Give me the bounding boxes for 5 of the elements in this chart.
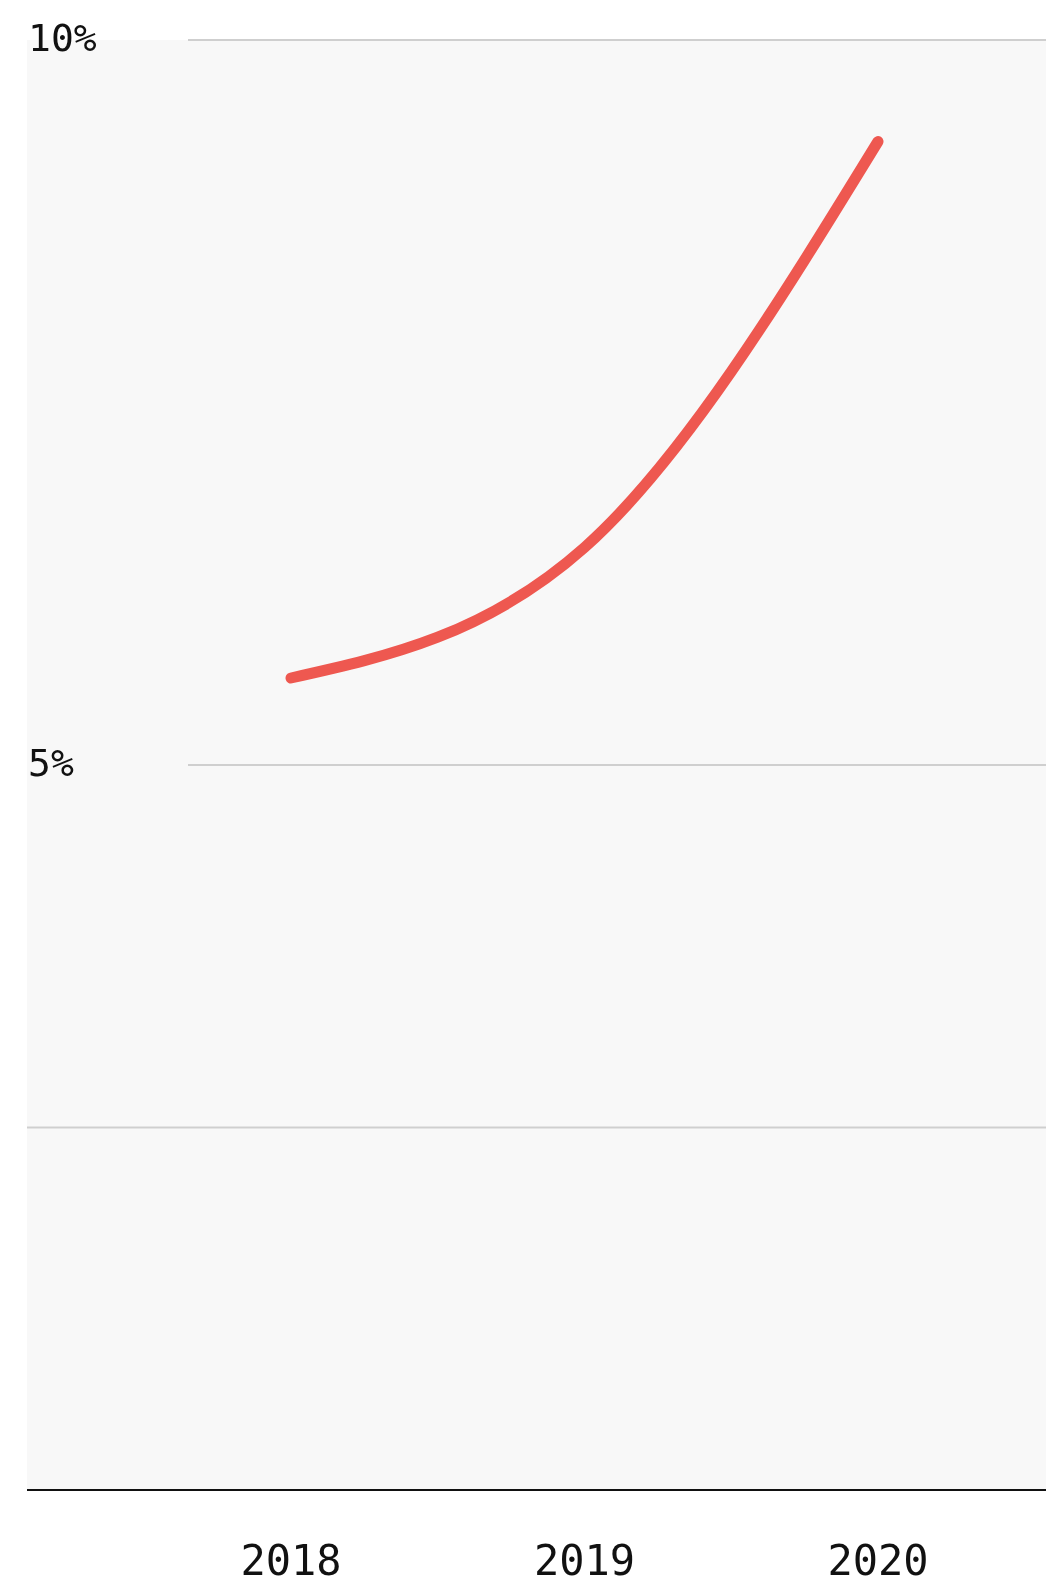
y-tick-label: 5% bbox=[28, 740, 74, 785]
y-tick-label: 10% bbox=[28, 15, 97, 60]
x-tick-label: 2020 bbox=[827, 1536, 929, 1585]
x-tick-label: 2019 bbox=[533, 1536, 636, 1585]
x-tick-label: 2018 bbox=[240, 1536, 342, 1585]
